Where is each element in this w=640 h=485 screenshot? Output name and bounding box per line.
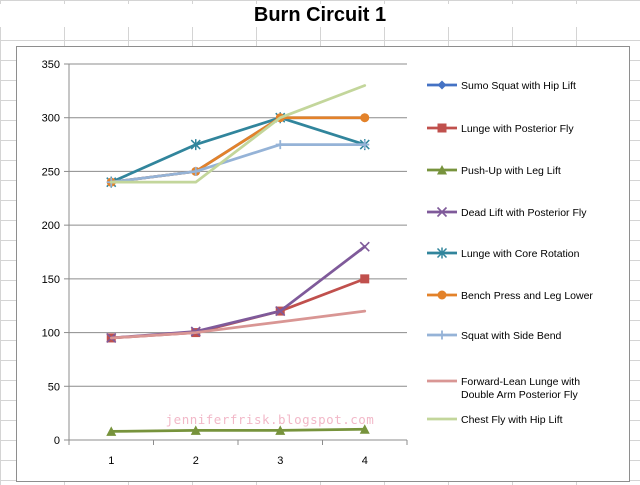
legend-label-5: Lunge with Core Rotation bbox=[461, 248, 580, 260]
y-tick-label-2: 100 bbox=[42, 328, 60, 340]
y-tick-label-7: 350 bbox=[42, 59, 60, 71]
legend-marker-3 bbox=[437, 165, 447, 175]
legend-label-3: Push-Up with Leg Lift bbox=[461, 165, 561, 177]
series-7-point-2 bbox=[191, 166, 201, 176]
legend-label-1: Sumo Squat with Hip Lift bbox=[461, 80, 576, 92]
series-5-point-2 bbox=[190, 139, 201, 151]
y-tick-label-6: 300 bbox=[42, 113, 60, 125]
legend-label-2: Lunge with Posterior Fly bbox=[461, 123, 574, 135]
y-tick-label-0: 0 bbox=[54, 435, 60, 447]
chart-title: Burn Circuit 1 bbox=[0, 4, 640, 27]
series-3-line bbox=[109, 427, 367, 433]
series-7 bbox=[106, 140, 370, 187]
legend-item-1: Sumo Squat with Hip Lift bbox=[427, 80, 576, 92]
watermark-text: jenniferfrisk.blogspot.com bbox=[165, 412, 375, 427]
legend-item-7: Squat with Side Bend bbox=[427, 330, 562, 342]
series-6-point-4 bbox=[360, 113, 370, 123]
line-chart: 0 50 100 150 200 250 300 350 1 2 3 4 Sumo Squat with… bbox=[42, 59, 594, 467]
series-7-point-4 bbox=[360, 140, 370, 150]
series-2-point-4 bbox=[360, 274, 370, 284]
series-4-point-4 bbox=[359, 241, 370, 252]
x-tick-label-1: 2 bbox=[193, 455, 199, 467]
legend-marker-4 bbox=[436, 206, 448, 218]
legend-marker-1 bbox=[437, 80, 447, 90]
y-tick-label-3: 150 bbox=[42, 274, 60, 286]
legend-label-6: Bench Press and Leg Lower bbox=[461, 290, 593, 302]
legend-label-8-line-1: Forward-Lean Lunge with bbox=[461, 376, 580, 388]
chart-title-text: Burn Circuit 1 bbox=[247, 4, 393, 26]
legend-marker-6 bbox=[437, 290, 447, 300]
series-2-line bbox=[109, 277, 367, 340]
legend-marker-7 bbox=[437, 330, 447, 340]
series-3-point-2 bbox=[190, 425, 201, 435]
series-7-line bbox=[109, 143, 367, 184]
legend-label-9: Chest Fly with Hip Lift bbox=[461, 414, 563, 426]
legend-item-3: Push-Up with Leg Lift bbox=[427, 165, 561, 177]
legend-label-7: Squat with Side Bend bbox=[461, 330, 562, 342]
legend-item-9: Chest Fly with Hip Lift bbox=[427, 414, 563, 426]
series-4-point-3 bbox=[275, 306, 286, 317]
series-3-point-4 bbox=[359, 424, 370, 434]
legend-label-4: Dead Lift with Posterior Fly bbox=[461, 207, 587, 219]
legend-item-4: Dead Lift with Posterior Fly bbox=[427, 206, 587, 219]
legend-item-2: Lunge with Posterior Fly bbox=[427, 123, 574, 135]
legend-label-8-line-2: Double Arm Posterior Fly bbox=[461, 389, 578, 401]
legend-marker-2 bbox=[437, 123, 447, 133]
chart-area[interactable]: 0 50 100 150 200 250 300 350 1 2 3 4 Sumo Squat with… bbox=[16, 46, 630, 482]
y-tick-label-1: 50 bbox=[48, 381, 60, 393]
series-8 bbox=[109, 309, 367, 340]
x-tick-label-0: 1 bbox=[108, 455, 114, 467]
series-8-line bbox=[109, 309, 367, 340]
series-3 bbox=[106, 424, 370, 436]
x-tick-label-3: 4 bbox=[362, 455, 368, 467]
y-tick-label-5: 250 bbox=[42, 166, 60, 178]
series-5-line bbox=[109, 116, 367, 184]
legend-marker-5 bbox=[436, 247, 448, 259]
y-tick-label-4: 200 bbox=[42, 220, 60, 232]
x-tick-label-2: 3 bbox=[277, 455, 283, 467]
legend-item-6: Bench Press and Leg Lower bbox=[427, 290, 593, 302]
series-3-point-1 bbox=[106, 426, 117, 436]
legend-item-5: Lunge with Core Rotation bbox=[427, 247, 580, 260]
series-3-point-3 bbox=[275, 425, 286, 435]
series-7-point-3 bbox=[275, 140, 285, 150]
series-9 bbox=[109, 84, 367, 184]
series-9-line bbox=[109, 84, 367, 184]
